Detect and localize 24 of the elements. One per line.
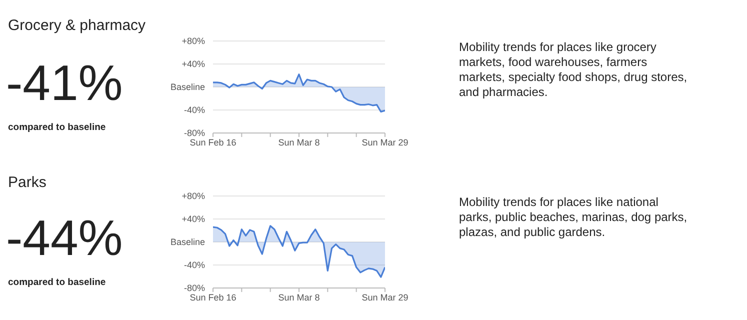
- y-tick-label: +40%: [182, 214, 205, 224]
- text: -44%: [6, 210, 123, 266]
- y-tick-label: Baseline: [170, 237, 205, 248]
- x-tick-label: Sun Mar 29: [362, 137, 408, 148]
- x-tick-label: Sun Mar 29: [362, 292, 408, 302]
- y-tick-label: -80%: [184, 283, 205, 294]
- text: Grocery & pharmacy: [8, 17, 146, 34]
- y-tick-label: -40%: [184, 260, 205, 270]
- y-tick-label: -40%: [184, 105, 205, 116]
- text: -41%: [6, 55, 123, 111]
- x-tick-label: Sun Mar 8: [278, 137, 320, 148]
- text: Mobility trends for places like grocery markets, food warehouses, farmers markets, specialty food shops, drug stores, and pharmacies.: [459, 40, 688, 100]
- y-tick-label: +80%: [182, 36, 205, 46]
- x-tick-label: Sun Feb 16: [190, 137, 236, 148]
- y-tick-label: +40%: [182, 59, 205, 70]
- text: compared to baseline: [8, 122, 106, 133]
- text: compared to baseline: [8, 277, 106, 288]
- text: Mobility trends for places like national parks, public beaches, marinas, dog parks, plazas, and public gardens.: [459, 195, 688, 240]
- y-tick-label: Baseline: [170, 82, 205, 92]
- y-tick-label: -80%: [184, 128, 205, 138]
- y-tick-label: +80%: [182, 191, 205, 202]
- x-tick-label: Sun Feb 16: [190, 292, 236, 302]
- x-tick-label: Sun Mar 8: [278, 292, 320, 302]
- text: Parks: [8, 174, 46, 191]
